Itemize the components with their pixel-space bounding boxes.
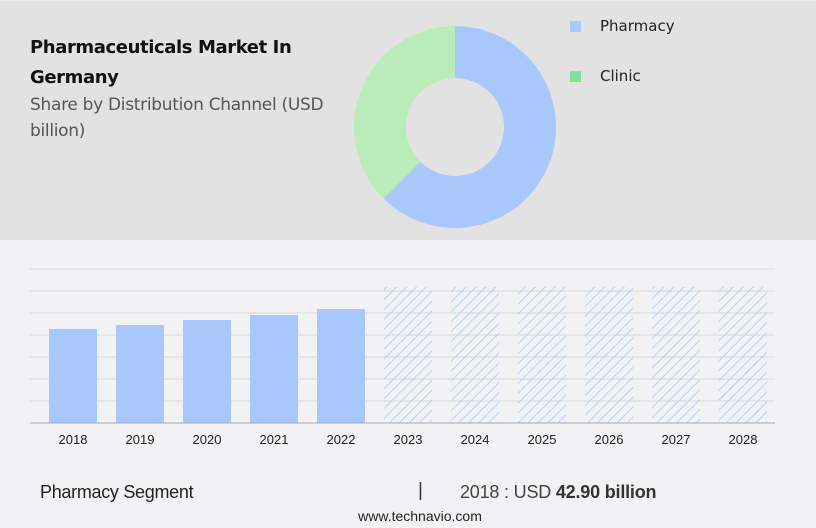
x-label-2023: 2023 (393, 432, 423, 447)
bar-2021 (250, 314, 298, 423)
bar-2026 (585, 287, 633, 423)
bar-2020 (183, 320, 231, 423)
source-url: www.technavio.com (358, 508, 482, 524)
x-label-2020: 2020 (192, 432, 222, 447)
value-prefix: 2018 : USD (460, 482, 552, 502)
segment-value: 2018 : USD 42.90 billion (460, 482, 657, 503)
bar-2024 (451, 287, 499, 423)
x-label-2028: 2028 (728, 432, 758, 447)
bar-2025 (518, 287, 566, 423)
x-label-2019: 2019 (125, 432, 155, 447)
legend-swatch-clinic (570, 70, 581, 82)
value-amount: 42.90 billion (555, 482, 657, 502)
bar-2028 (719, 287, 767, 423)
donut-slice-pharmacy (383, 26, 556, 228)
legend-label: Pharmacy (600, 17, 675, 35)
x-label-2022: 2022 (326, 432, 356, 447)
x-label-2024: 2024 (460, 432, 490, 447)
bar-2019 (116, 325, 164, 423)
legend-label: Clinic (600, 67, 641, 85)
legend-swatch-pharmacy (570, 20, 581, 32)
x-label-2027: 2027 (661, 432, 691, 447)
chart-subtitle: Share by Distribution Channel (USD billi… (30, 95, 324, 141)
chart-title: Pharmaceuticals Market In Germany (30, 37, 292, 88)
bars (49, 287, 767, 423)
separator: | (418, 480, 423, 501)
bar-2027 (652, 287, 700, 423)
x-label-2026: 2026 (594, 432, 624, 447)
donut-slice-clinic (353, 26, 455, 199)
donut-chart (353, 26, 556, 228)
bar-2023 (384, 287, 432, 423)
segment-label: Pharmacy Segment (40, 482, 194, 502)
bar-2022 (317, 309, 365, 423)
x-label-2018: 2018 (58, 432, 88, 447)
x-label-2021: 2021 (259, 432, 289, 447)
legend-item-clinic: Clinic (570, 67, 641, 85)
bar-2018 (49, 329, 97, 423)
legend-item-pharmacy: Pharmacy (570, 17, 675, 35)
x-label-2025: 2025 (527, 432, 557, 447)
